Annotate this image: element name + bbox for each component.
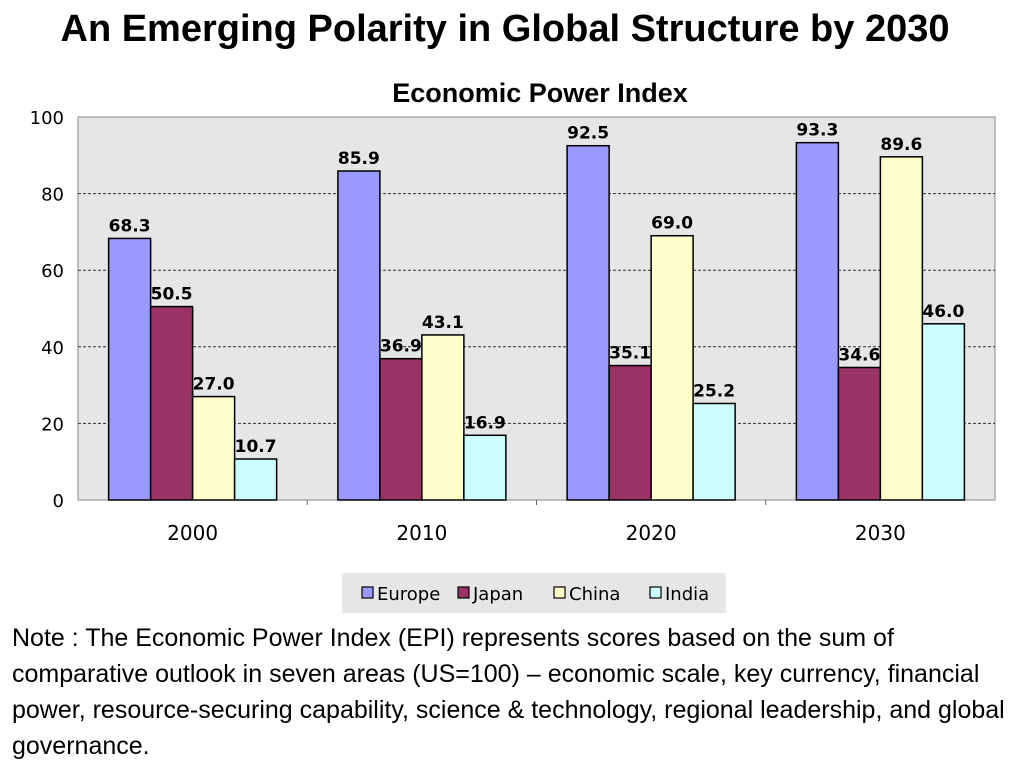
bar [233,458,278,501]
legend-swatch [361,586,374,599]
data-label: 92.5 [567,124,609,144]
x-tick-label: 2010 [396,521,447,545]
bar [692,402,736,501]
bar [463,434,507,501]
chart-title: Economic Power Index [392,78,688,108]
legend-box [342,573,726,613]
bar [421,334,465,501]
bar-chart: 0 20 40 60 80 100 68.3 50.5 27.0 10.7 2000 85.9 36.9… [30,108,996,613]
legend-label: China [569,584,620,605]
legend-swatch [649,586,662,599]
legend-label: Japan [472,584,523,605]
y-tick-label: 80 [41,185,64,206]
bar [795,141,840,501]
data-label: 93.3 [796,121,838,141]
data-label: 69.0 [651,214,693,234]
y-tick-label: 0 [53,491,64,512]
bar [191,395,236,501]
data-label: 35.1 [609,344,651,364]
data-label: 25.2 [693,381,735,401]
bar [650,234,694,501]
x-tick-label: 2000 [167,521,218,545]
data-label: 16.9 [464,413,506,433]
y-tick-label: 100 [30,108,64,129]
data-label: 85.9 [338,149,380,169]
bar [107,237,152,501]
data-label: 50.5 [151,285,193,305]
bar [149,305,194,501]
x-tick-label: 2020 [626,521,677,545]
data-label: 68.3 [109,216,151,236]
data-label: 27.0 [193,375,235,395]
bar [379,357,423,501]
x-tick-label: 2030 [855,521,906,545]
bar [566,144,610,501]
bar [608,364,652,501]
y-tick-label: 60 [41,261,64,282]
data-label: 89.6 [880,135,922,155]
data-label: 34.6 [838,345,880,365]
bar [921,323,966,501]
data-label: 10.7 [235,437,277,457]
y-tick-label: 40 [41,338,64,359]
legend-swatch [553,586,566,599]
data-label: 36.9 [380,337,422,357]
legend-swatch [457,586,470,599]
bar [337,170,381,501]
bar [837,366,882,501]
bar [879,156,924,501]
legend-label: Europe [377,584,440,605]
data-label: 43.1 [422,313,464,333]
legend-label: India [665,584,709,605]
y-tick-label: 20 [41,414,64,435]
page-title: An Emerging Polarity in Global Structure… [60,8,950,50]
chart-note: Note : The Economic Power Index (EPI) re… [12,624,1005,760]
data-label: 46.0 [922,302,964,322]
